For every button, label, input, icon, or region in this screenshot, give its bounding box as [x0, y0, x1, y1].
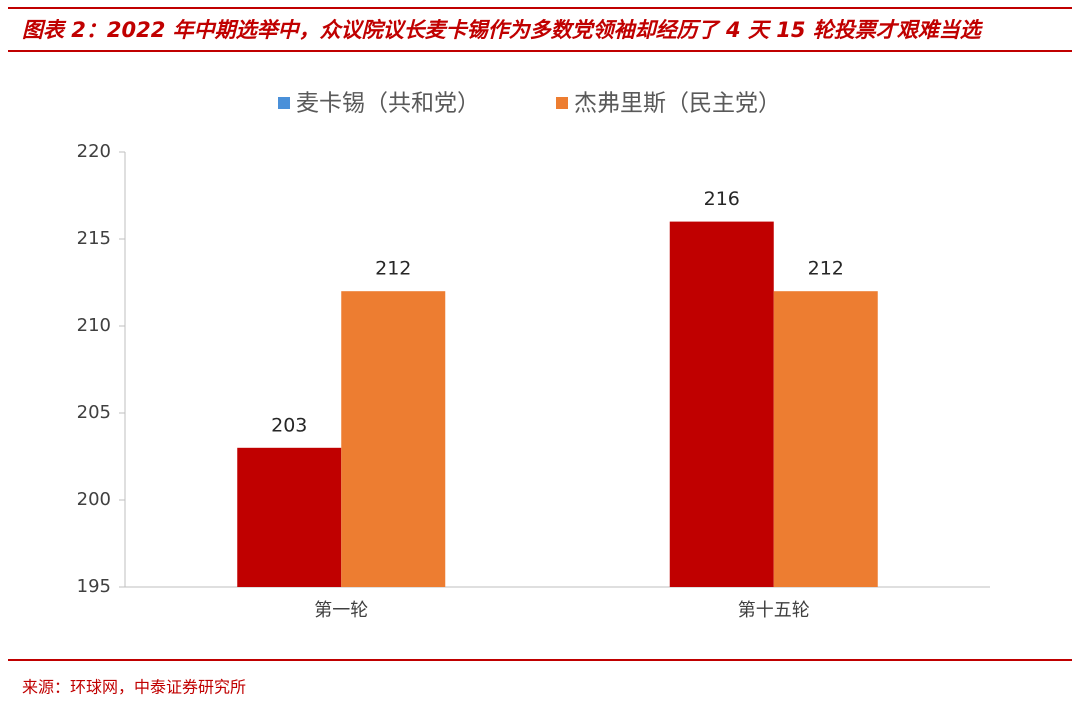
bar	[341, 291, 446, 587]
x-tick-label: 第一轮	[314, 600, 368, 621]
y-tick-label: 210	[77, 315, 111, 336]
source: 来源：环球网，中泰证券研究所	[22, 678, 246, 697]
x-tick-label: 第十五轮	[738, 600, 810, 621]
bar	[237, 447, 342, 587]
chart-title: 图表 2：2022 年中期选举中，众议院议长麦卡锡作为多数党领袖却经历了 4 天…	[22, 18, 984, 42]
value-label: 212	[375, 258, 411, 280]
value-label: 212	[808, 258, 844, 280]
y-tick-label: 215	[77, 228, 111, 249]
bar	[773, 291, 878, 587]
legend-label: 杰弗里斯（民主党）	[574, 91, 781, 117]
legend-label: 麦卡锡（共和党）	[296, 91, 480, 117]
y-tick-label: 200	[77, 489, 111, 510]
bar	[669, 221, 774, 587]
value-label: 216	[704, 188, 740, 210]
y-tick-label: 220	[77, 141, 111, 162]
legend-marker	[556, 97, 568, 109]
value-label: 203	[271, 414, 307, 436]
legend-marker	[278, 97, 290, 109]
y-tick-label: 195	[77, 576, 111, 597]
y-tick-label: 205	[77, 402, 111, 423]
